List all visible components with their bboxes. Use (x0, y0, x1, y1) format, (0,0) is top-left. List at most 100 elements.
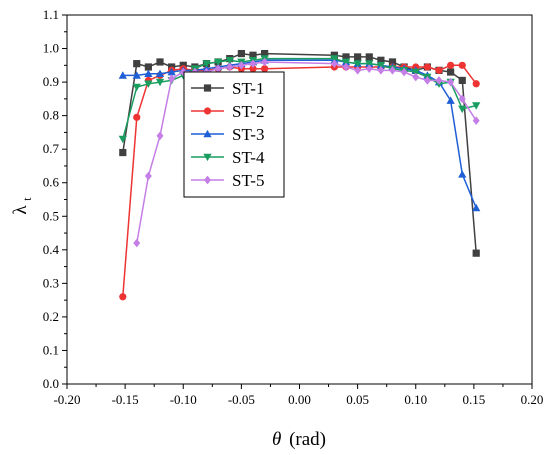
x-tick-label: -0.05 (228, 392, 255, 407)
y-tick-label: 0.6 (43, 175, 60, 190)
y-axis-subscript: t (20, 197, 34, 201)
data-point-st-1 (156, 58, 164, 66)
data-point-st-5 (435, 76, 443, 85)
data-point-st-1 (342, 53, 350, 61)
legend-swatch-marker (203, 153, 212, 162)
x-tick-label: -0.15 (112, 392, 139, 407)
series-st-2 (119, 61, 480, 301)
data-point-st-5 (226, 62, 234, 72)
data-point-st-2 (119, 293, 127, 301)
data-point-st-5 (365, 64, 373, 73)
data-point-st-2 (261, 65, 269, 73)
data-point-st-1 (388, 58, 397, 66)
data-point-st-1 (458, 76, 466, 85)
legend-swatch-marker (203, 84, 212, 92)
x-tick-label: -0.20 (53, 392, 80, 407)
legend-item-st-2: ST-2 (191, 102, 264, 121)
x-axis-ticks: -0.20 -0.15 -0.10 -0.05 0.00 0.05 0.10 0.15 0.20 (53, 384, 543, 407)
data-point-st-2 (435, 66, 443, 74)
data-point-st-4 (376, 62, 386, 70)
data-point-st-5 (472, 116, 480, 125)
series-line-st-1 (122, 52, 477, 254)
legend-label: ST-2 (232, 102, 264, 121)
y-tick-label: 0.5 (43, 208, 59, 223)
data-point-st-5 (156, 131, 164, 141)
legend-label: ST-5 (232, 171, 264, 190)
legend: ST-1 ST-2 ST-3 ST-4 ST-5 (183, 71, 285, 198)
data-point-st-1 (237, 49, 245, 58)
data-point-st-4 (213, 58, 223, 67)
y-tick-label: 0.4 (43, 242, 60, 257)
data-point-st-1 (261, 49, 269, 58)
data-point-st-4 (353, 60, 362, 68)
data-point-st-5 (400, 67, 408, 77)
data-point-st-4 (202, 60, 211, 68)
data-point-st-3 (144, 69, 153, 78)
x-tick-label: 0.05 (346, 392, 369, 407)
y-tick-label: 0.9 (43, 74, 59, 89)
y-tick-label: 0.2 (43, 309, 59, 324)
data-point-st-1 (365, 53, 373, 61)
y-tick-label: 0.8 (43, 108, 59, 123)
data-point-st-1 (249, 51, 257, 59)
data-point-st-5 (423, 76, 431, 85)
legend-item-st-5: ST-5 (191, 171, 264, 190)
legend-swatch-marker (203, 129, 212, 138)
data-point-st-3 (446, 96, 455, 104)
data-point-st-4 (341, 58, 351, 67)
x-axis-unit: (rad) (289, 429, 326, 450)
data-point-st-4 (118, 135, 127, 144)
legend-item-st-4: ST-4 (191, 148, 265, 167)
x-tick-label: 0.10 (404, 392, 427, 407)
data-point-st-5 (237, 60, 245, 70)
data-point-st-3 (132, 71, 141, 79)
data-point-st-5 (377, 66, 385, 75)
legend-label: ST-4 (232, 148, 265, 167)
y-tick-label: 0.0 (43, 376, 59, 391)
series-line-st-3 (122, 59, 477, 209)
y-axis-symbol: λ (10, 205, 31, 215)
data-point-st-5 (354, 66, 362, 75)
y-tick-label: 0.1 (43, 342, 59, 357)
y-tick-label: 0.7 (43, 141, 60, 156)
data-point-st-1 (377, 56, 385, 64)
data-point-st-5 (447, 77, 455, 87)
legend-item-st-1: ST-1 (191, 79, 264, 98)
data-point-st-4 (144, 80, 153, 88)
data-point-st-2 (249, 65, 257, 73)
data-point-st-5 (342, 62, 350, 72)
x-axis-symbol: θ (272, 429, 281, 450)
data-point-st-5 (144, 171, 152, 181)
data-point-st-3 (458, 170, 467, 178)
data-point-st-1 (354, 53, 362, 61)
data-point-st-2 (472, 80, 480, 88)
data-point-st-5 (249, 59, 257, 68)
legend-swatch-marker (203, 107, 212, 115)
data-point-st-3 (155, 69, 165, 78)
data-point-st-5 (214, 64, 222, 73)
data-point-st-4 (472, 102, 481, 110)
data-point-st-3 (118, 71, 127, 79)
data-point-st-5 (168, 74, 176, 84)
data-point-st-3 (167, 67, 176, 76)
series-layer (118, 49, 481, 301)
y-axis-title: λ t (10, 197, 34, 215)
data-point-st-3 (472, 203, 481, 212)
data-point-st-1 (472, 249, 480, 257)
y-axis-ticks: 0.0 0.1 0.2 0.3 0.4 0.5 0.6 0.7 0.8 0.9 1.0 1.1 (43, 7, 67, 391)
data-point-st-2 (458, 61, 466, 69)
plot-area-border (66, 14, 533, 385)
data-point-st-1 (330, 51, 338, 59)
x-axis-title: θ (rad) (272, 429, 326, 450)
data-point-st-1 (144, 63, 152, 71)
data-point-st-4 (365, 60, 374, 68)
data-point-st-5 (261, 57, 269, 67)
data-point-st-5 (389, 66, 396, 75)
x-tick-label: -0.10 (170, 392, 197, 407)
data-point-st-4 (458, 105, 467, 114)
data-point-st-5 (412, 72, 420, 82)
data-point-st-5 (133, 238, 141, 248)
data-point-st-2 (133, 113, 141, 121)
x-tick-label: 0.15 (463, 392, 486, 407)
